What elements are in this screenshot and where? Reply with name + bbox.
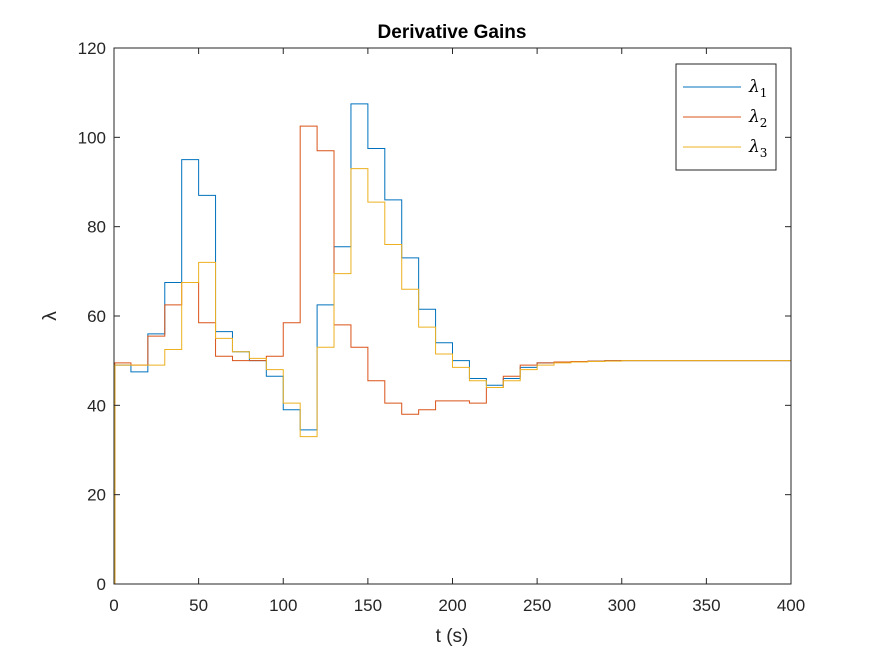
series-line-lambda-3 [114,168,791,585]
legend-label-lambda-1: λ1 [748,77,767,100]
x-tick-label: 0 [109,596,118,615]
y-tick-label: 120 [78,39,106,58]
chart-title: Derivative Gains [378,22,527,43]
legend-label-lambda-3: λ3 [748,137,767,160]
y-tick-label: 100 [78,128,106,147]
y-tick-label: 0 [97,575,106,594]
legend-symbol: λ [748,107,760,127]
x-tick-label: 200 [438,596,466,615]
legend-symbol: λ [748,77,760,97]
y-axis-label: λ [40,311,61,321]
y-tick-label: 60 [87,307,106,326]
x-tick-label: 150 [354,596,382,615]
x-axis-label: t (s) [436,626,469,647]
legend-label-lambda-2: λ2 [748,107,767,130]
series-layer [114,103,791,585]
y-tick-label: 80 [87,218,106,237]
y-tick-label: 20 [87,486,106,505]
x-tick-label: 300 [608,596,636,615]
y-tick-label: 40 [87,396,106,415]
legend-subscript: 1 [760,86,768,100]
x-tick-label: 50 [189,596,208,615]
legend-symbol: λ [748,137,760,157]
legend-subscript: 3 [760,146,768,160]
x-tick-label: 400 [777,596,805,615]
ticks-layer: 0 50 100 150 200 250 300 350 400 0 20 40 60 80 100 120 [78,39,806,615]
x-tick-label: 350 [692,596,720,615]
x-tick-label: 100 [269,596,297,615]
x-tick-label: 250 [523,596,551,615]
legend-subscript: 2 [760,116,768,130]
